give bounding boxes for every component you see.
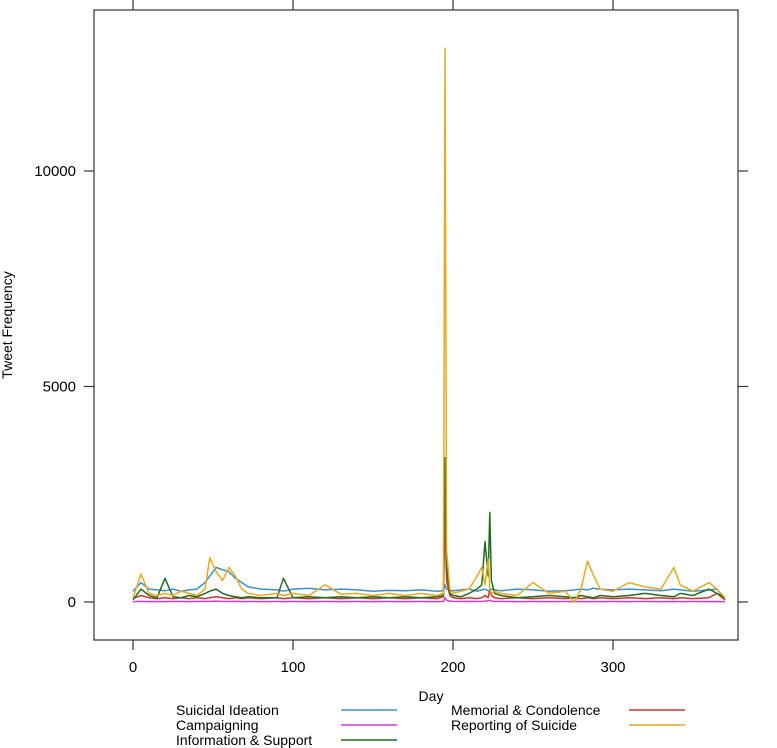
y-tick-label: 10000	[34, 163, 76, 180]
legend-item: Memorial & Condolence	[451, 702, 685, 718]
y-axis-title: Tweet Frequency	[0, 271, 15, 378]
x-tick-label: 100	[280, 659, 305, 676]
legend-item: Suicidal Ideation	[176, 702, 397, 718]
plot-frame	[93, 9, 739, 641]
legend-item: Reporting of Suicide	[451, 717, 685, 733]
legend-label: Campaigning	[176, 717, 259, 733]
series-lines	[132, 47, 726, 603]
x-axis-title: Day	[419, 688, 444, 704]
x-tick-label: 0	[129, 659, 137, 676]
y-axis-right-ticks	[738, 170, 748, 603]
legend-item: Information & Support	[176, 732, 397, 748]
series-line-campaigning	[132, 596, 726, 603]
legend-label: Memorial & Condolence	[451, 702, 601, 718]
x-axis-top-ticks	[132, 0, 614, 10]
legend-label: Reporting of Suicide	[451, 717, 577, 733]
x-tick-label: 300	[600, 659, 625, 676]
series-line-reporting-of-suicide	[132, 47, 726, 603]
series-line-suicidal-ideation	[132, 566, 726, 600]
x-tick-label: 200	[440, 659, 465, 676]
legend-item: Campaigning	[176, 717, 397, 733]
series-line-memorial-condolence	[132, 515, 726, 601]
legend-label: Information & Support	[176, 732, 312, 748]
y-tick-label: 5000	[43, 379, 76, 396]
x-axis-ticks: 0 100 200 300	[129, 640, 626, 676]
legend: Suicidal IdeationCampaigningInformation …	[176, 702, 685, 748]
y-tick-label: 0	[68, 594, 76, 611]
legend-label: Suicidal Ideation	[176, 702, 279, 718]
y-axis-ticks: 0 5000 10000	[34, 163, 94, 611]
